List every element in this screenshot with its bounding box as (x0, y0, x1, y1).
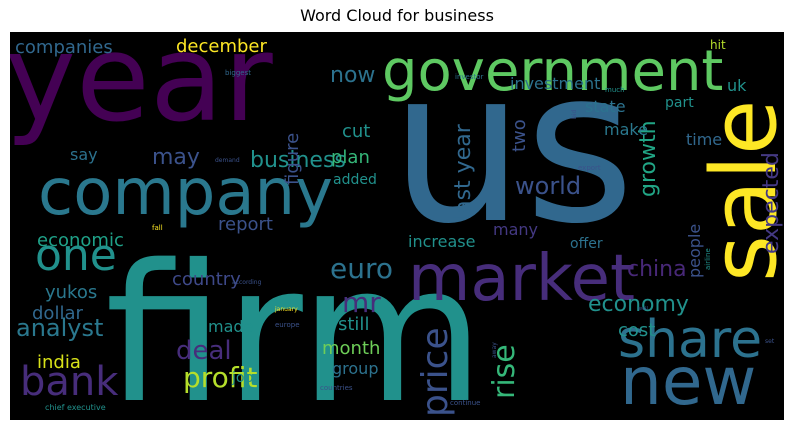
word-chief-executive: chief executive (45, 403, 106, 412)
word-report: report (218, 214, 273, 235)
word-month: month (322, 338, 380, 359)
word-cloud: us firm year company government market sale new… (10, 32, 784, 420)
word-set: set (765, 338, 775, 345)
word-job: job (231, 370, 253, 386)
word-group: group (332, 359, 378, 378)
word-economic: economic (37, 230, 124, 251)
word-plan: plan (331, 147, 370, 168)
word-say: say (70, 145, 98, 164)
word-yukos: yukos (45, 282, 97, 303)
word-added: added (333, 172, 377, 188)
word-economy: economy (588, 292, 689, 317)
word-two: two (509, 119, 530, 152)
word-mr: mr (342, 286, 381, 319)
word-make: make (604, 120, 648, 139)
word-fall: fall (152, 224, 163, 232)
word-country: country (172, 269, 241, 290)
word-india: india (37, 352, 81, 373)
word-cut: cut (342, 121, 370, 142)
word-well: well (638, 306, 648, 312)
word-europe: europe (275, 321, 300, 329)
word-deal: deal (176, 336, 232, 366)
word-companies: companies (15, 37, 113, 58)
word-firm: firm (105, 224, 485, 420)
chart-title: Word Cloud for business (300, 6, 494, 25)
word-january: january (274, 306, 298, 313)
word-demand: demand (215, 157, 240, 164)
word-may: may (152, 145, 200, 170)
word-year: year (10, 32, 273, 149)
word-much: much (605, 86, 625, 94)
word-biggest: biggest (225, 69, 251, 77)
word-company: company (38, 156, 333, 230)
word-people: people (685, 224, 704, 278)
word-part: part (665, 95, 694, 111)
word-away: away (491, 342, 498, 358)
word-december: december (176, 36, 268, 57)
word-countries: countries (320, 384, 353, 392)
word-one: one (35, 230, 117, 281)
word-bid: bid (571, 110, 578, 119)
word-growth: growth (636, 120, 661, 197)
word-increase: increase (408, 232, 475, 251)
word-rise: rise (487, 344, 522, 399)
word-new: new (620, 343, 756, 420)
word-many: many (493, 220, 538, 239)
word-market: market (408, 242, 635, 316)
word-uk: uk (727, 76, 747, 95)
word-share: share (618, 310, 762, 370)
word-price: price (415, 327, 456, 417)
word-now: now (330, 63, 375, 88)
word-cost: cost (618, 320, 655, 341)
word-made: made (208, 317, 253, 336)
word-investor: investor (455, 73, 484, 81)
word-business: business (250, 148, 346, 173)
word-offer: offer (570, 236, 603, 252)
word-investment: investment (510, 74, 600, 93)
word-euro: euro (330, 252, 393, 285)
word-dollar: dollar (32, 303, 83, 324)
word-airline: airline (704, 248, 712, 270)
word-profit: profit (183, 361, 257, 394)
word-hit: hit (710, 38, 726, 52)
word-last-year: last year (451, 123, 476, 220)
word-us: us (390, 32, 635, 270)
word-figure: figure (282, 133, 303, 185)
word-bank: bank (20, 359, 119, 405)
word-export: export (578, 164, 601, 172)
word-government: government (382, 39, 723, 104)
word-china: china (627, 257, 687, 282)
word-expected: expected (759, 152, 784, 254)
word-state: state (585, 97, 626, 116)
word-according: according (232, 279, 262, 286)
word-continue: continue (450, 399, 480, 407)
word-time: time (686, 130, 722, 149)
word-world: world (515, 172, 581, 200)
word-still: still (338, 314, 369, 335)
word-analyst: analyst (16, 314, 103, 342)
word-sale: sale (692, 100, 784, 282)
